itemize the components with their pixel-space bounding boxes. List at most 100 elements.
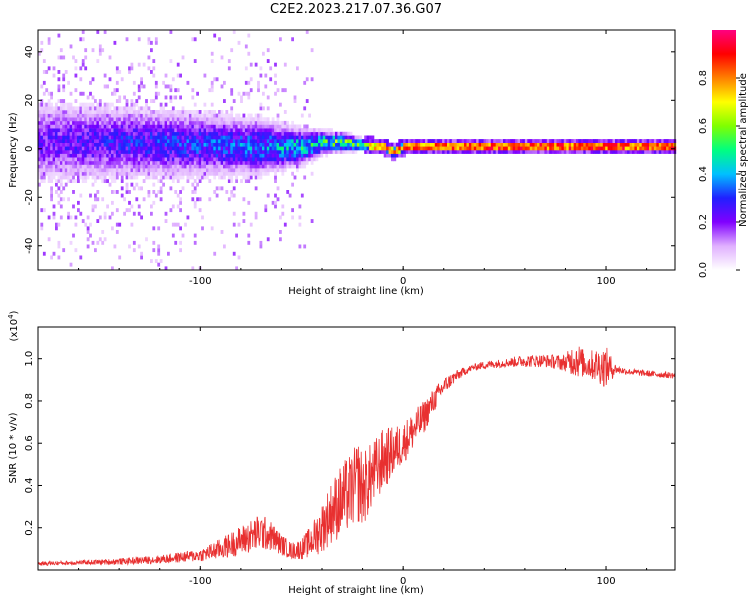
- spectrogram-cell: [337, 150, 341, 154]
- spectrogram-cell: [150, 48, 153, 53]
- spectrogram-cell: [262, 150, 265, 154]
- spectrogram-cell: [318, 150, 321, 154]
- spectrogram-cell: [210, 135, 214, 140]
- spectrogram-cell: [40, 131, 44, 136]
- spectrogram-cell: [181, 157, 185, 162]
- snr-frame: [37, 326, 676, 571]
- spectrogram-cell: [242, 157, 246, 162]
- spectrogram-cell: [108, 160, 112, 165]
- spectrogram-cell: [264, 157, 268, 162]
- spectrogram-cell: [137, 124, 141, 129]
- spectrogram-cell: [276, 117, 280, 122]
- spectrogram-cell: [274, 146, 277, 151]
- spectrogram-cell: [449, 146, 453, 151]
- spectrogram-cell: [405, 142, 409, 147]
- spectrogram-cell: [74, 117, 78, 122]
- spectrogram-cell: [264, 171, 268, 176]
- spectrogram-cell: [176, 110, 180, 114]
- spectrogram-cell: [101, 120, 105, 125]
- spectrogram-cell: [313, 153, 316, 158]
- spectrogram-cell: [505, 150, 509, 154]
- spectrogram-cell: [203, 142, 207, 147]
- spectrogram-y-tick-label: 40: [24, 45, 35, 58]
- spectrogram-cell: [38, 164, 41, 169]
- spectrogram-cell: [524, 142, 528, 147]
- spectrogram-cell: [223, 80, 226, 85]
- spectrogram-cell: [220, 164, 224, 169]
- spectrogram-cell: [198, 175, 202, 180]
- spectrogram-cell: [113, 117, 117, 122]
- spectrogram-cell: [585, 142, 589, 147]
- spectrogram-cell: [483, 146, 487, 151]
- spectrogram-cell: [179, 240, 182, 245]
- spectrogram-cell: [610, 150, 613, 154]
- spectrogram-cell: [176, 160, 180, 165]
- spectrogram-cell: [142, 157, 146, 162]
- spectrogram-cell: [386, 139, 389, 143]
- spectrogram-cell: [303, 175, 307, 180]
- spectrogram-cell: [154, 95, 158, 100]
- spectrogram-cell: [150, 117, 153, 122]
- spectrogram-cell: [132, 240, 136, 245]
- spectrogram-cell: [84, 150, 88, 154]
- spectrogram-cell: [232, 99, 236, 103]
- spectrogram-cell: [191, 266, 195, 271]
- spectrogram-cell: [176, 193, 180, 198]
- spectrogram-cell: [79, 164, 83, 169]
- spectrogram-cell: [179, 128, 182, 133]
- spectrogram-cell: [600, 139, 604, 143]
- spectrogram-cell: [201, 157, 204, 162]
- spectrogram-cell: [52, 215, 56, 220]
- spectrogram-cell: [517, 142, 521, 147]
- spectrogram-cell: [106, 128, 109, 133]
- spectrogram-cell: [145, 175, 148, 180]
- spectrogram-cell: [123, 95, 126, 100]
- spectrogram-cell: [223, 113, 226, 118]
- spectrogram-cell: [123, 197, 126, 202]
- spectrogram-cell: [125, 37, 129, 42]
- spectrogram-cell: [400, 153, 404, 158]
- spectrogram-cell: [254, 168, 258, 173]
- spectrogram-cell: [264, 73, 268, 78]
- spectrogram-cell: [235, 135, 238, 140]
- spectrogram-cell: [84, 128, 88, 133]
- spectrogram-cell: [393, 150, 397, 154]
- spectrogram-cell: [242, 146, 246, 151]
- spectrogram-cell: [252, 164, 255, 169]
- spectrogram-cell: [359, 142, 363, 147]
- spectrogram-cell: [106, 179, 109, 183]
- spectrogram-cell: [140, 113, 143, 118]
- spectrogram-cell: [118, 131, 122, 136]
- spectrogram-cell: [157, 157, 161, 162]
- spectrogram-cell: [432, 139, 436, 143]
- spectrogram-cell: [125, 146, 129, 151]
- spectrogram-cell: [262, 160, 265, 165]
- spectrogram-cell: [77, 146, 80, 151]
- spectrogram-cell: [50, 128, 53, 133]
- spectrogram-cell: [40, 160, 44, 165]
- spectrogram-cell: [503, 146, 506, 151]
- spectrogram-cell: [227, 135, 231, 140]
- spectrogram-cell: [244, 146, 248, 151]
- spectrogram-cell: [47, 113, 51, 118]
- spectrogram-cell: [244, 160, 248, 165]
- spectrogram-cell: [283, 150, 287, 154]
- spectrogram-cell: [140, 255, 143, 260]
- spectrogram-cell: [89, 124, 92, 129]
- spectrogram-cell: [196, 135, 199, 140]
- spectrogram-cell: [602, 142, 606, 147]
- spectrogram-cell: [213, 142, 217, 147]
- spectrogram-cell: [279, 128, 282, 133]
- spectrogram-cell: [154, 37, 158, 42]
- spectrogram-cell: [322, 150, 326, 154]
- spectrogram-cell: [478, 142, 482, 147]
- spectrogram-cell: [364, 139, 367, 143]
- spectrogram-cell: [208, 139, 212, 143]
- spectrogram-cell: [232, 153, 236, 158]
- spectrogram-cell: [393, 153, 397, 158]
- spectrogram-cell: [283, 120, 287, 125]
- spectrogram-cell: [279, 142, 282, 147]
- spectrogram-cell: [79, 153, 83, 158]
- spectrogram-cell: [188, 120, 192, 125]
- spectrogram-cell: [498, 139, 501, 143]
